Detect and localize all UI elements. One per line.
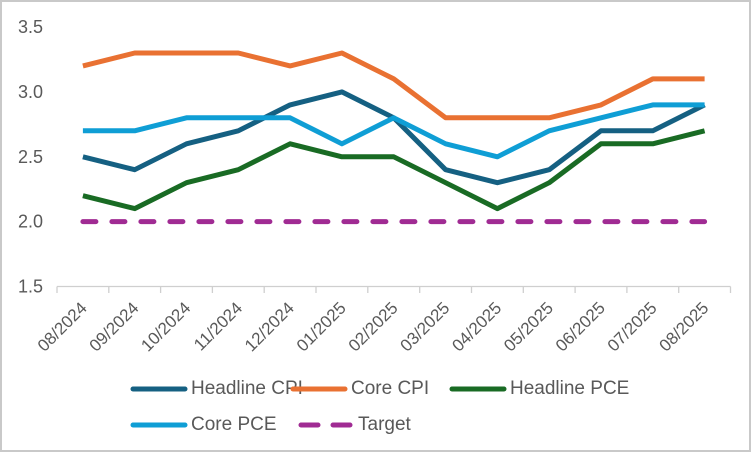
x-axis-label: 09/2024 (86, 298, 143, 355)
legend-label: Core CPI (351, 378, 430, 399)
x-axis-label: 01/2025 (293, 298, 350, 355)
legend-item-core-pce[interactable]: Core PCE (130, 410, 277, 440)
legend-label: Core PCE (191, 414, 277, 435)
legend-item-headline-cpi[interactable]: Headline CPI (130, 374, 303, 404)
legend-swatch (449, 386, 507, 392)
y-axis-label: 1.5 (18, 277, 43, 297)
x-axis-label: 03/2025 (397, 298, 454, 355)
x-axis-label: 10/2024 (137, 298, 194, 355)
legend-item-core-cpi[interactable]: Core CPI (290, 374, 429, 404)
x-axis-label: 06/2025 (552, 298, 609, 355)
legend-item-headline-pce[interactable]: Headline PCE (449, 374, 629, 404)
legend-label: Headline PCE (510, 378, 630, 399)
x-axis-label: 12/2024 (241, 298, 298, 355)
x-axis-label: 08/2025 (656, 298, 713, 355)
series-line-core-cpi[interactable] (82, 50, 705, 121)
legend-swatch (298, 422, 354, 428)
x-axis-label: 08/2024 (34, 298, 91, 355)
x-axis-label: 02/2025 (345, 298, 402, 355)
legend-label: Target (358, 414, 411, 435)
series-line-headline-pce[interactable] (82, 128, 706, 212)
x-axis-label: 07/2025 (604, 298, 661, 355)
x-axis-label: 04/2025 (448, 298, 505, 355)
y-axis-label: 3.0 (18, 82, 43, 102)
legend-swatch (290, 386, 348, 392)
chart-legend: Headline CPI Core CPI Headline PCE Core … (2, 374, 749, 446)
legend-swatch (130, 422, 188, 428)
legend-swatch (130, 386, 188, 392)
series-line-core-pce[interactable] (82, 102, 705, 160)
legend-item-target[interactable]: Target (297, 410, 411, 440)
y-axis-label: 3.5 (18, 17, 43, 37)
y-axis-label: 2.5 (18, 147, 43, 167)
series-line-headline-cpi[interactable] (82, 89, 706, 186)
legend-label: Headline CPI (191, 378, 303, 399)
y-axis-label: 2.0 (18, 212, 43, 232)
x-axis-label: 05/2025 (500, 298, 557, 355)
x-axis-label: 11/2024 (190, 298, 246, 354)
